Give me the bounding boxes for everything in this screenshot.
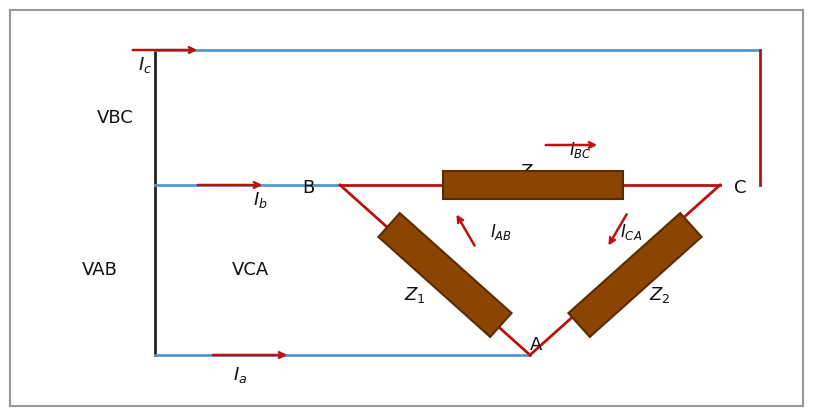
Polygon shape xyxy=(443,171,623,199)
Text: C: C xyxy=(734,179,746,197)
Polygon shape xyxy=(568,213,702,337)
Text: VBC: VBC xyxy=(97,109,133,127)
Text: $I_c$: $I_c$ xyxy=(138,55,152,75)
Text: $Z_3$: $Z_3$ xyxy=(520,162,541,182)
Text: $I_{CA}$: $I_{CA}$ xyxy=(620,222,642,242)
Text: A: A xyxy=(530,336,542,354)
Polygon shape xyxy=(378,213,511,337)
Text: VCA: VCA xyxy=(232,261,268,279)
Text: $Z_1$: $Z_1$ xyxy=(404,285,426,305)
Text: B: B xyxy=(302,179,314,197)
Text: $I_a$: $I_a$ xyxy=(233,365,247,385)
Text: $I_b$: $I_b$ xyxy=(253,190,267,210)
Text: $I_{BC}$: $I_{BC}$ xyxy=(568,140,592,160)
Text: $Z_2$: $Z_2$ xyxy=(650,285,671,305)
Text: $I_{AB}$: $I_{AB}$ xyxy=(490,222,512,242)
Text: VAB: VAB xyxy=(82,261,118,279)
